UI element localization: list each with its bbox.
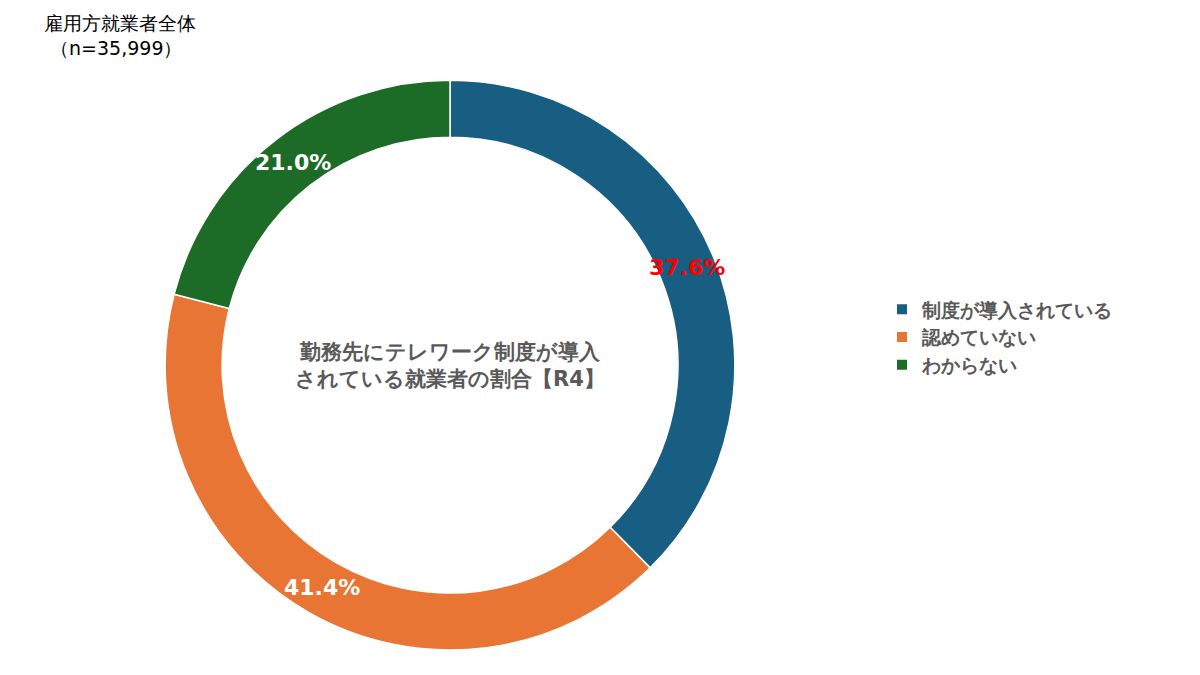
- svg-text:41.4%: 41.4%: [284, 575, 360, 600]
- svg-text:認めていない: 認めていない: [921, 326, 1036, 348]
- svg-text:21.0%: 21.0%: [255, 150, 331, 175]
- svg-text:制度が導入されている: 制度が導入されている: [921, 299, 1112, 321]
- svg-text:わからない: わからない: [921, 354, 1017, 376]
- svg-text:雇用方就業者全体 （n=35,999）: 雇用方就業者全体 （n=35,999）: [44, 12, 196, 59]
- svg-text:37.6%: 37.6%: [649, 255, 725, 280]
- svg-text:勤務先にテレワーク制度が導入されている就業者の割合【R4】: 勤務先にテレワーク制度が導入されている就業者の割合【R4】: [295, 340, 605, 391]
